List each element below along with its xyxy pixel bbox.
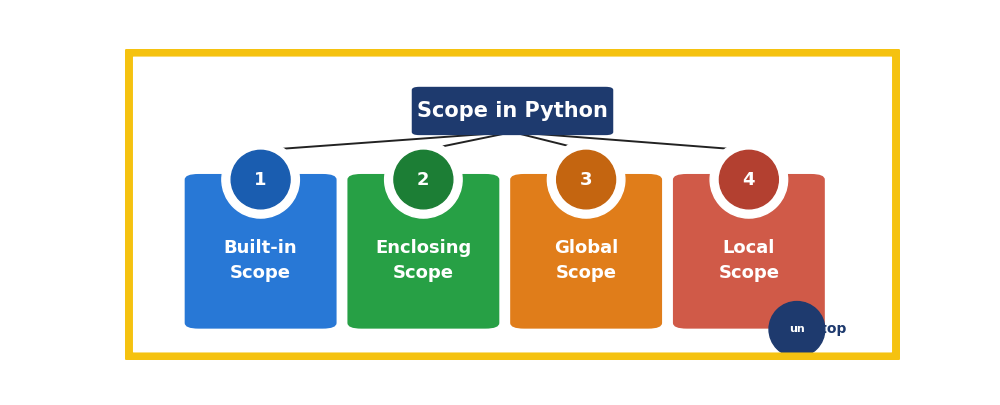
Ellipse shape — [557, 150, 616, 209]
Text: 2: 2 — [417, 171, 430, 189]
Ellipse shape — [547, 141, 625, 218]
FancyBboxPatch shape — [412, 87, 613, 135]
FancyBboxPatch shape — [510, 174, 662, 328]
Ellipse shape — [769, 302, 825, 357]
Text: Enclosing
Scope: Enclosing Scope — [375, 239, 472, 282]
Ellipse shape — [231, 150, 290, 209]
Text: Scope in Python: Scope in Python — [417, 101, 608, 121]
Ellipse shape — [710, 141, 788, 218]
FancyBboxPatch shape — [185, 174, 337, 328]
Text: Global
Scope: Global Scope — [554, 239, 618, 282]
Ellipse shape — [385, 141, 462, 218]
Text: 3: 3 — [580, 171, 592, 189]
Ellipse shape — [222, 141, 299, 218]
Ellipse shape — [394, 150, 453, 209]
FancyBboxPatch shape — [673, 174, 825, 328]
Text: 4: 4 — [743, 171, 755, 189]
Text: 1: 1 — [254, 171, 267, 189]
FancyBboxPatch shape — [347, 174, 499, 328]
Text: un: un — [789, 324, 805, 334]
Text: Built-in
Scope: Built-in Scope — [224, 239, 297, 282]
Text: stop: stop — [812, 322, 847, 336]
Text: Local
Scope: Local Scope — [718, 239, 779, 282]
Ellipse shape — [719, 150, 778, 209]
